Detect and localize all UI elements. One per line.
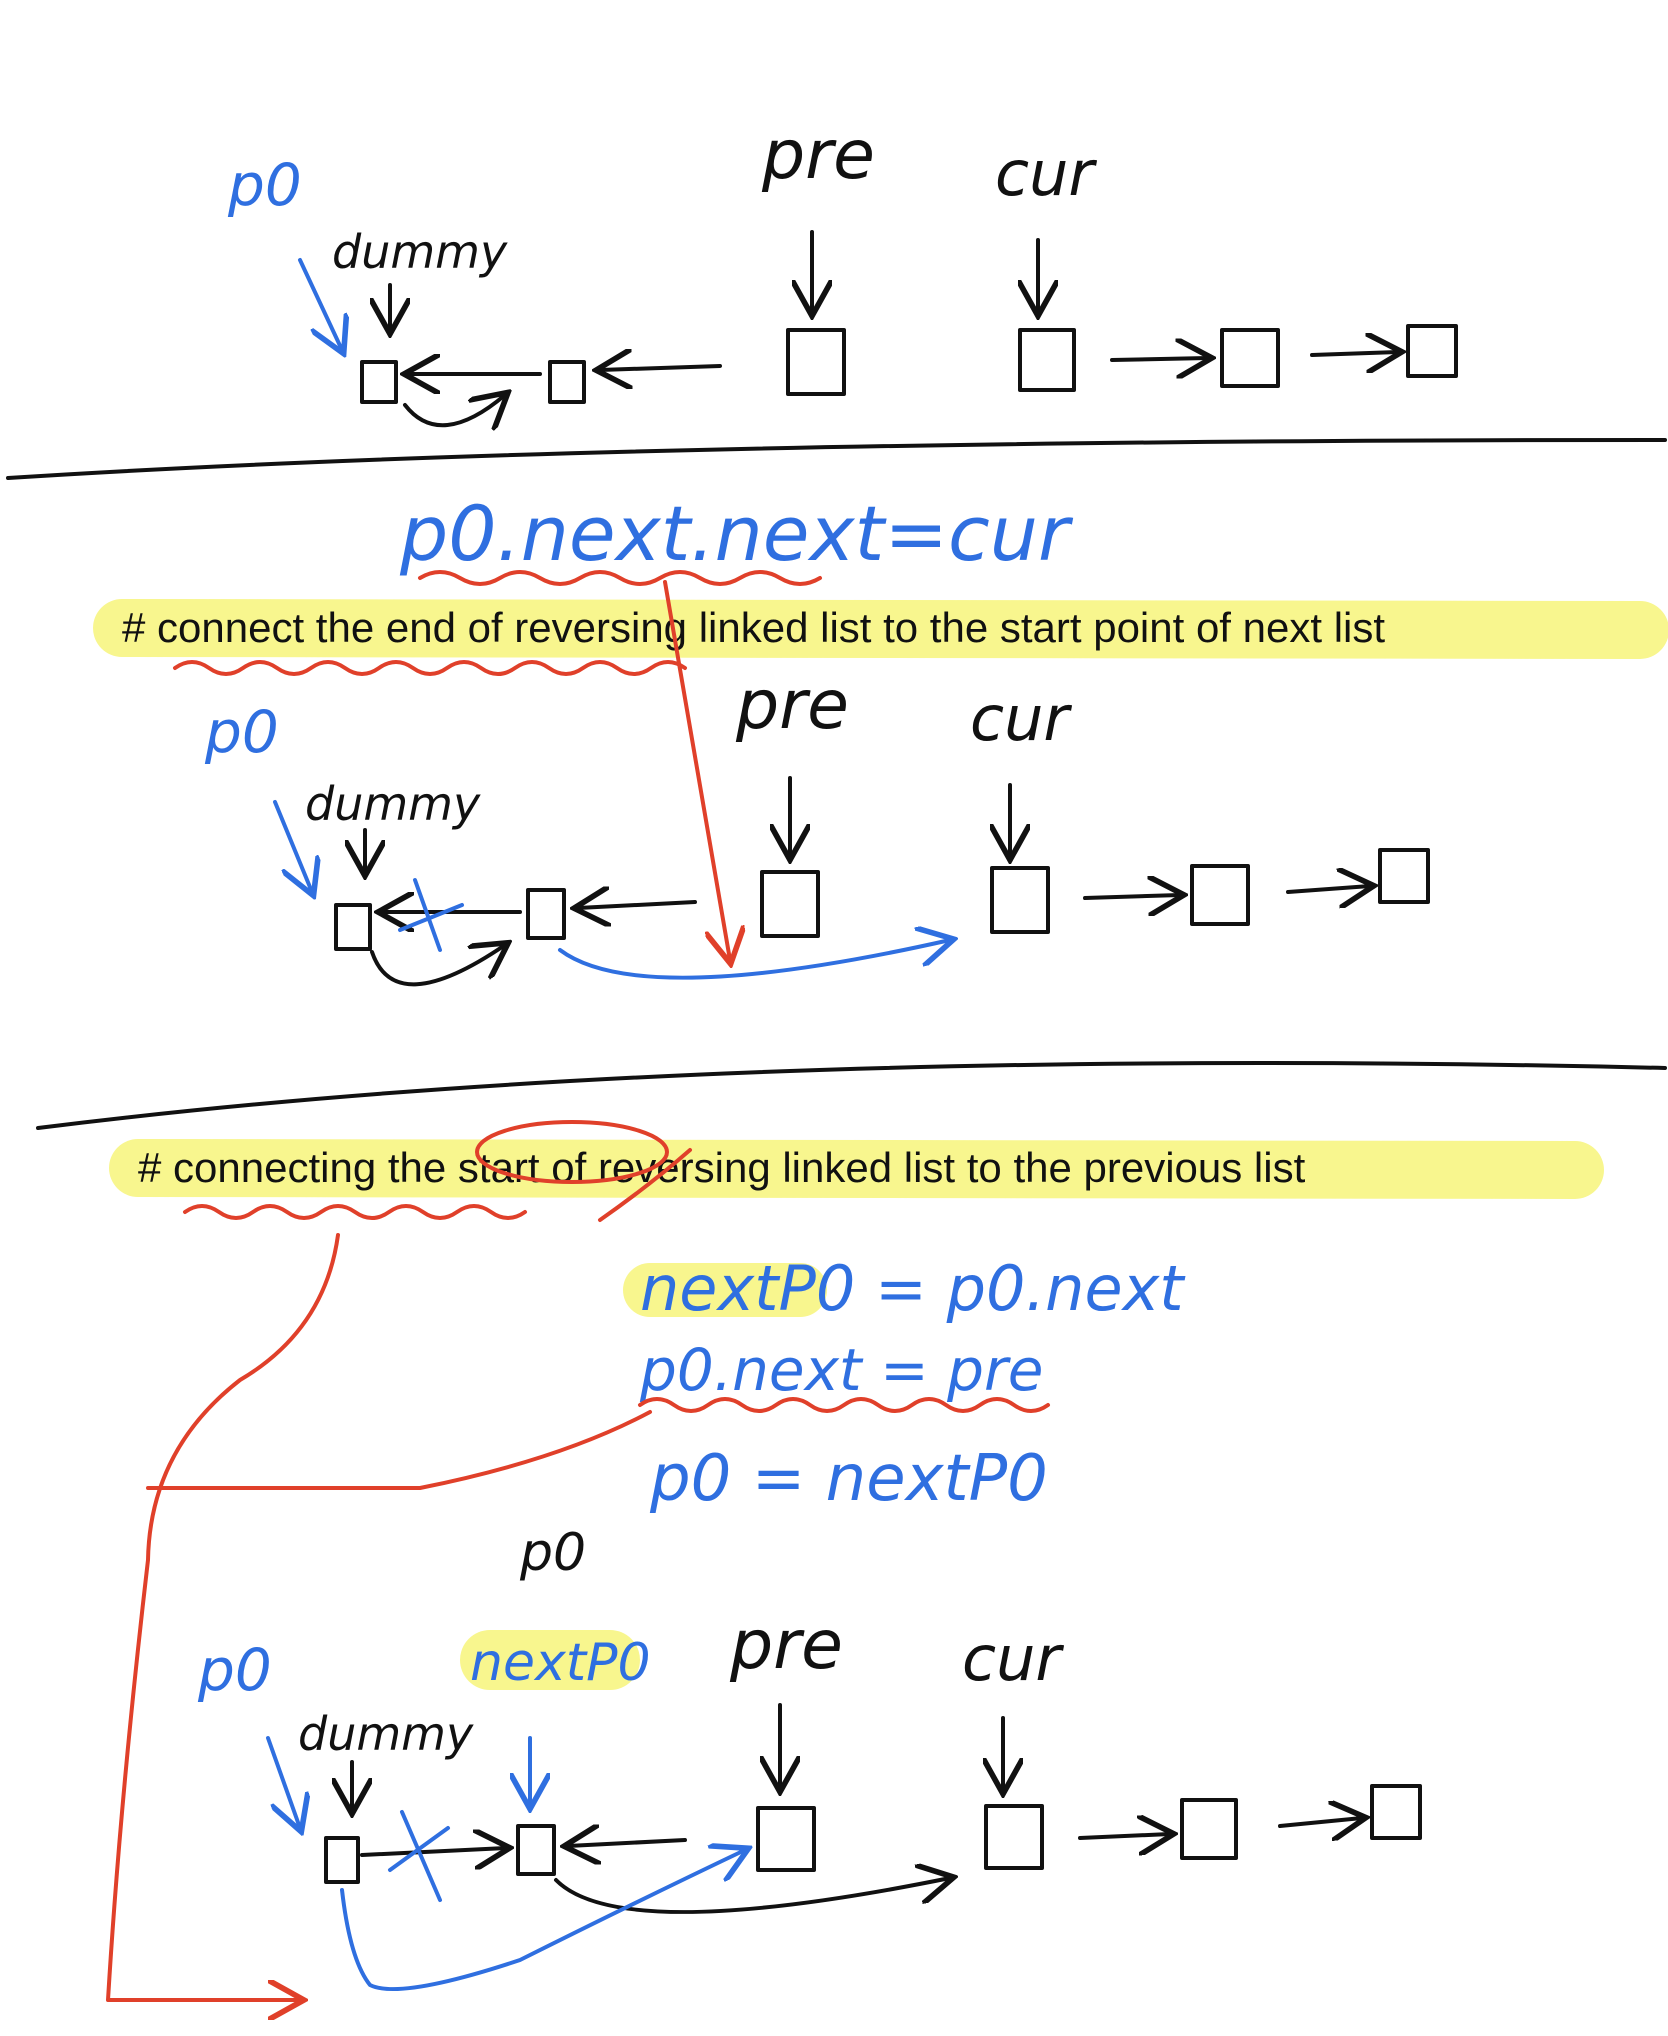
- dummy-node: [360, 360, 398, 404]
- list-node: [1220, 328, 1280, 388]
- cur-node: [984, 1804, 1044, 1870]
- comment-connect-start: # connecting the start of reversing link…: [138, 1144, 1306, 1191]
- p0-label: p0: [204, 698, 279, 766]
- next-link-arrow: [1286, 886, 1370, 892]
- list-node: [526, 888, 566, 940]
- section-3: # connecting the start of reversing link…: [106, 1120, 1604, 2000]
- dummy-node: [324, 1836, 360, 1884]
- red-circle: [475, 1120, 669, 1184]
- p0-pointer-arrow: [298, 258, 342, 350]
- highlight: [93, 599, 1668, 659]
- next-link-arrow: [1083, 895, 1180, 898]
- list-node: [548, 360, 586, 404]
- p0-to-pre-arrow: [340, 1850, 745, 1992]
- next-link-arrow: [1278, 1818, 1362, 1826]
- pre-node: [786, 328, 846, 396]
- separator-line: [36, 1061, 1667, 1130]
- pre-node: [760, 870, 820, 938]
- p0-label: p0: [227, 151, 302, 219]
- dummy-next-arrow: [360, 1848, 506, 1855]
- highlight: [109, 1139, 1604, 1199]
- red-strike: [598, 1148, 692, 1222]
- next-p0-node: [516, 1824, 556, 1876]
- red-underline: [173, 660, 687, 676]
- list-node: [1180, 1798, 1238, 1860]
- dummy-label: dummy: [305, 777, 481, 831]
- red-annotation-arrow: [663, 580, 730, 960]
- p0-pointer-arrow: [266, 1736, 300, 1828]
- pre-label: pre: [729, 1606, 843, 1685]
- list-node: [1190, 864, 1250, 926]
- code-line-advance: p0 = nextP0: [649, 1442, 1048, 1516]
- next-link-arrow: [1310, 352, 1398, 355]
- separator-line: [6, 438, 1667, 480]
- dummy-next-arrow: [403, 395, 505, 425]
- section-1: p0 dummy pre cur: [6, 116, 1667, 480]
- code-line-save-next: nextP0 = p0.next: [640, 1252, 1186, 1325]
- red-underline: [183, 1204, 527, 1220]
- red-annotation-branch: [146, 1410, 652, 1490]
- p0-label: p0: [197, 1636, 272, 1704]
- reverse-link-arrow: [578, 902, 697, 908]
- cur-node: [990, 866, 1050, 934]
- dummy-label: dummy: [332, 225, 508, 279]
- next-link-arrow: [1110, 358, 1208, 360]
- dummy-node: [334, 903, 372, 951]
- pre-label: pre: [735, 666, 849, 745]
- pre-node: [756, 1806, 816, 1872]
- reverse-link-arrow: [600, 366, 722, 370]
- p0-label: p0: [519, 1523, 586, 1583]
- list-node: [1406, 324, 1458, 378]
- comment-connect-end: # connect the end of reversing linked li…: [122, 604, 1385, 651]
- code-line-link-pre: p0.next = pre: [639, 1336, 1043, 1404]
- section-2: p0.next.next=cur # connect the end of re…: [36, 489, 1668, 1130]
- code-line-connect-end: p0.next.next=cur: [399, 489, 1074, 578]
- next-p0-label: nextP0: [470, 1633, 651, 1693]
- cross-mark: [398, 878, 464, 952]
- dummy-label: dummy: [298, 1707, 474, 1761]
- cur-label: cur: [995, 137, 1097, 210]
- reverse-link-arrow: [568, 1840, 687, 1846]
- cur-label: cur: [970, 682, 1072, 755]
- list-node: [1378, 848, 1430, 904]
- pre-label: pre: [761, 116, 875, 195]
- cur-label: cur: [962, 1622, 1064, 1695]
- new-next-arrow: [558, 940, 950, 980]
- p0-pointer-arrow: [273, 800, 312, 892]
- red-annotation-bracket: [106, 1233, 340, 2000]
- cross-mark: [388, 1810, 450, 1902]
- red-underline: [418, 570, 822, 586]
- red-underline: [638, 1397, 1050, 1413]
- cur-node: [1018, 328, 1076, 392]
- next-link-arrow: [1078, 1834, 1170, 1838]
- dummy-next-arrow: [370, 945, 505, 987]
- new-next-arrow: [554, 1878, 950, 1914]
- list-node: [1370, 1784, 1422, 1840]
